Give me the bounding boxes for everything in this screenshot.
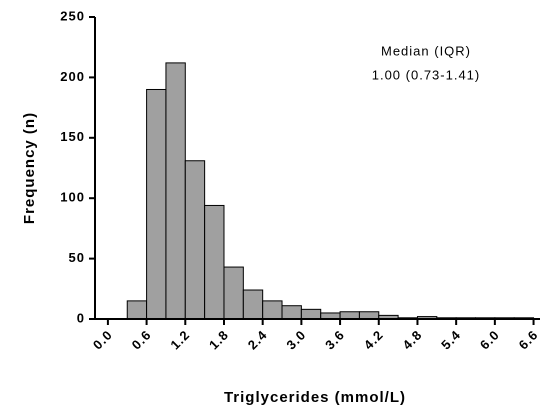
x-tick-label: 0.0 xyxy=(90,327,116,353)
y-tick-label: 200 xyxy=(60,69,85,84)
y-tick-label: 150 xyxy=(60,129,85,144)
x-tick-label: 1.8 xyxy=(206,327,232,353)
bar xyxy=(165,62,186,320)
bar xyxy=(339,311,360,320)
x-tick-label: 4.2 xyxy=(361,327,387,353)
y-axis-label: Frequency (n) xyxy=(21,112,38,224)
annotation: Median (IQR) xyxy=(381,43,471,58)
bar xyxy=(126,300,148,320)
x-tick-label: 6.6 xyxy=(516,327,542,353)
x-tick-label: 4.8 xyxy=(400,327,426,353)
bar xyxy=(262,300,283,320)
x-tick-label: 5.4 xyxy=(438,327,464,353)
x-tick-label: 1.2 xyxy=(167,327,193,353)
y-tick-label: 250 xyxy=(60,8,85,23)
x-tick-label: 0.6 xyxy=(129,327,155,353)
bar xyxy=(146,88,167,320)
bar xyxy=(223,266,244,320)
bar xyxy=(184,160,206,320)
x-tick-label: 3.0 xyxy=(283,327,309,353)
bar xyxy=(204,204,225,320)
y-tick-label: 100 xyxy=(60,190,85,205)
x-tick-label: 2.4 xyxy=(245,327,271,353)
y-tick-label: 0 xyxy=(77,310,85,325)
x-tick-label: 6.0 xyxy=(477,327,503,353)
x-tick-label: 3.6 xyxy=(322,327,348,353)
y-tick-label: 50 xyxy=(69,250,85,265)
bar xyxy=(358,311,380,320)
bar xyxy=(300,308,322,320)
x-axis-label: Triglycerides (mmol/L) xyxy=(224,389,406,406)
bar xyxy=(281,305,302,320)
annotation: 1.00 (0.73-1.41) xyxy=(372,67,481,82)
bar xyxy=(242,289,264,320)
